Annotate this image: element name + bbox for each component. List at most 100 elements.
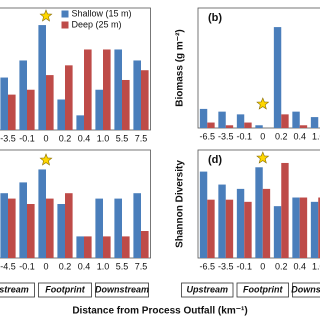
bar [310, 201, 319, 258]
bar [292, 111, 300, 128]
bar [46, 198, 54, 258]
x-tick-label: -0.1 [236, 261, 252, 271]
x-tick-label: 0 [43, 133, 48, 143]
bar [122, 236, 130, 258]
bar [262, 188, 271, 258]
y-axis-title: Shannon Diversity [175, 160, 186, 248]
group-box [95, 282, 149, 298]
x-tick-label: 7.5 [135, 133, 148, 143]
bar [46, 75, 54, 130]
legend-label: Deep (25 m) [72, 19, 122, 29]
group-box [236, 282, 289, 298]
bar [0, 193, 8, 258]
group-label: Footprint [243, 284, 283, 294]
panel-label: (d) [208, 154, 222, 166]
x-tick-label: 0.2 [59, 133, 72, 143]
bar [84, 236, 92, 258]
x-tick-label: 0.4 [78, 133, 91, 143]
bar [38, 25, 46, 130]
x-tick-label: -0.1 [236, 131, 252, 141]
x-tick-label: 5.5 [116, 133, 129, 143]
x-tick-label: 1.0 [312, 131, 320, 141]
bar [218, 184, 226, 258]
x-tick-label: 0.2 [275, 261, 288, 271]
bar [299, 197, 308, 258]
y-axis-title: Biomass (g m⁻²) [175, 29, 186, 107]
x-tick-label: 0.2 [275, 131, 288, 141]
bar [310, 117, 319, 128]
plot-frame [0, 149, 151, 259]
bar [199, 108, 208, 128]
group-box [292, 282, 320, 298]
x-tick-label: 7.5 [135, 261, 148, 271]
x-tick-label: -6.5 [199, 131, 215, 141]
bar [273, 27, 282, 128]
bar [141, 70, 149, 130]
bar [244, 201, 252, 258]
legend-label: Shallow (15 m) [72, 8, 132, 18]
star-marker [39, 9, 53, 22]
bar [27, 89, 35, 130]
star-marker [256, 151, 270, 164]
bar [218, 111, 226, 128]
bar [236, 188, 245, 258]
group-box [38, 282, 92, 298]
star-marker [256, 97, 270, 110]
x-tick-label: 0 [260, 261, 265, 271]
bar [76, 236, 84, 258]
bar [225, 125, 234, 128]
x-tick-label: 0.4 [293, 131, 306, 141]
bar [27, 204, 35, 258]
x-tick-label: 5.5 [116, 261, 129, 271]
x-tick-label: 0 [43, 261, 48, 271]
bar [57, 204, 65, 258]
bar [114, 49, 122, 131]
bar [0, 77, 8, 130]
bar [65, 65, 73, 130]
bar [19, 182, 27, 258]
x-axis-title: Distance from Process Outfall (km⁻¹) [72, 306, 247, 317]
bar [8, 94, 16, 130]
bar [95, 198, 103, 258]
x-tick-label: 0.4 [293, 261, 306, 271]
legend-swatch [61, 10, 69, 18]
bar [133, 60, 141, 130]
x-tick-label: -0.1 [19, 133, 35, 143]
bar [255, 167, 263, 258]
bar [65, 193, 73, 258]
bar [8, 198, 16, 258]
bar [281, 114, 289, 128]
bar [114, 198, 122, 258]
panel-label: (b) [208, 12, 222, 24]
bar [141, 231, 149, 258]
bar [225, 199, 234, 258]
group-label: Footprint [45, 284, 85, 294]
bar [133, 193, 141, 258]
x-tick-label: -3.5 [218, 261, 234, 271]
bar [236, 114, 245, 128]
group-label: Upstream [0, 284, 29, 294]
x-tick-label: 1.0 [97, 261, 110, 271]
bar [292, 197, 300, 258]
group-box [0, 282, 35, 298]
x-tick-label: 0.2 [59, 261, 72, 271]
plot-frame [0, 7, 151, 131]
bar [281, 162, 289, 258]
bar [95, 89, 103, 130]
x-tick-label: 1.0 [97, 133, 110, 143]
bar [19, 60, 27, 130]
x-tick-label: 0.4 [78, 261, 91, 271]
bar [273, 206, 282, 258]
x-tick-label: -3.5 [0, 133, 16, 143]
x-tick-label: -3.5 [218, 131, 234, 141]
star-marker [39, 153, 53, 166]
bar [255, 125, 263, 128]
bar [103, 49, 111, 131]
group-label: Downstream [291, 284, 320, 294]
bar [103, 236, 111, 258]
bar [207, 199, 215, 258]
bar [76, 115, 84, 130]
bar [318, 197, 320, 258]
group-label: Downstream [95, 284, 149, 294]
